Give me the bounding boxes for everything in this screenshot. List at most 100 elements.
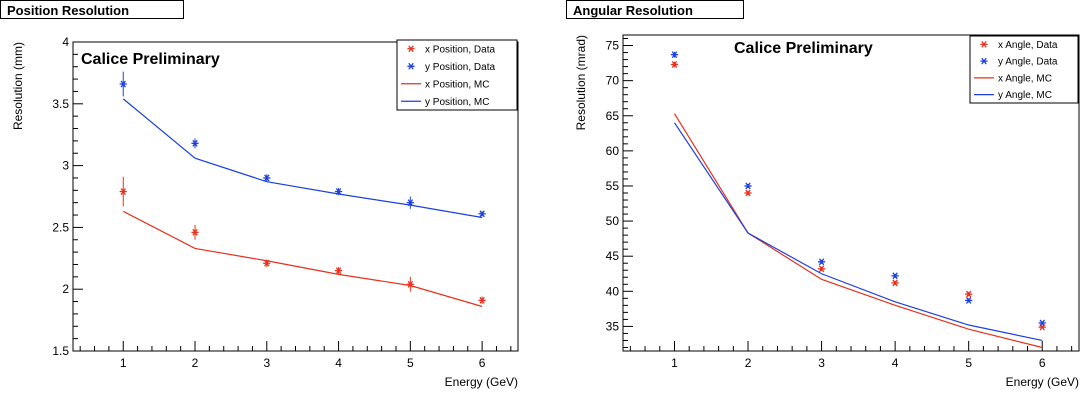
point-stroke — [407, 280, 414, 288]
data-series-0 — [670, 61, 1046, 331]
point-stroke — [408, 62, 414, 70]
y-tick-label: 55 — [606, 179, 620, 193]
y-tick-label: 3.5 — [52, 97, 69, 111]
point-stroke — [671, 51, 678, 59]
chart-title: Position Resolution — [0, 0, 184, 19]
point-stroke — [965, 297, 972, 304]
data-series-0 — [119, 176, 486, 305]
legend-entry: y Angle, Data — [998, 57, 1058, 68]
angular-resolution-panel: 35 40 45 50 55 60 65 70 75 1 2 3 4 5 6 Energy (GeV) Reso… — [558, 0, 1085, 394]
data-point — [670, 61, 679, 68]
x-tick-label: 2 — [745, 356, 752, 370]
x-tick-label: 2 — [192, 356, 199, 370]
data-point — [980, 57, 988, 65]
data-point — [817, 265, 826, 273]
data-point — [965, 297, 973, 304]
x-tick-label: 6 — [1039, 356, 1046, 370]
data-point — [407, 62, 415, 70]
data-series-1 — [119, 71, 486, 218]
data-point — [817, 258, 826, 266]
y-tick-label: 70 — [606, 74, 620, 88]
point-stroke — [981, 57, 987, 65]
legend-entry: y Angle, MC — [998, 90, 1052, 101]
y-axis-label: Resolution (mm) — [11, 42, 25, 130]
point-stroke — [745, 182, 751, 190]
legend-entry: y Position, MC — [425, 97, 489, 108]
data-point — [1038, 319, 1046, 327]
position-resolution-panel: 1.5 2 2.5 3 3.5 4 1 2 3 4 5 6 Energy (GeV) Resolution… — [0, 0, 535, 394]
y-axis-label: Resolution (mrad) — [574, 35, 588, 130]
data-point — [670, 51, 679, 59]
mc-curve-3 — [673, 122, 1043, 342]
x-tick-label: 3 — [818, 356, 825, 370]
y-tick-label: 35 — [606, 319, 620, 333]
data-point — [119, 80, 127, 88]
data-point — [891, 272, 899, 280]
point-stroke — [408, 45, 414, 53]
data-point — [263, 174, 271, 182]
point-stroke — [335, 267, 342, 275]
point-stroke — [965, 290, 972, 298]
mc-curve-3 — [122, 98, 483, 219]
point-stroke — [671, 61, 678, 68]
point-stroke — [745, 189, 751, 197]
data-point — [191, 228, 199, 236]
y-tick-label: 65 — [606, 109, 620, 123]
data-point — [334, 267, 343, 275]
point-stroke — [264, 174, 270, 182]
data-point — [407, 45, 415, 53]
data-point — [965, 290, 973, 298]
legend-entry: y Position, Data — [425, 62, 495, 73]
y-tick-label: 1.5 — [52, 344, 69, 358]
x-tick-label: 1 — [120, 356, 127, 370]
chart-annotation: Calice Preliminary — [734, 40, 873, 57]
y-tick-label: 50 — [606, 214, 620, 228]
y-tick-label: 2 — [62, 282, 69, 296]
data-point — [478, 210, 486, 218]
data-point — [119, 188, 127, 195]
legend-box — [396, 39, 518, 111]
y-tick-label: 45 — [606, 249, 620, 263]
data-point — [1038, 323, 1046, 331]
y-tick-label: 4 — [62, 35, 69, 49]
legend: x Position, Data y Position, Data x Positi… — [396, 39, 518, 111]
data-series-1 — [670, 51, 1046, 327]
point-stroke — [192, 139, 198, 147]
data-point — [478, 296, 486, 304]
legend: x Angle, Data y Angle, Data x Angle, MC y A… — [969, 35, 1079, 104]
legend-box — [969, 35, 1079, 104]
y-tick-label: 2.5 — [52, 220, 69, 234]
y-tick-label: 3 — [62, 159, 69, 173]
x-tick-label: 4 — [892, 356, 899, 370]
position-resolution-chart: 1.5 2 2.5 3 3.5 4 1 2 3 4 5 6 Energy (GeV) Resolution… — [11, 35, 519, 389]
point-stroke — [1039, 319, 1045, 327]
point-stroke — [192, 228, 198, 236]
x-tick-label: 5 — [407, 356, 414, 370]
data-point — [980, 40, 988, 48]
point-stroke — [818, 265, 825, 273]
legend-entry: x Angle, Data — [998, 40, 1058, 51]
point-stroke — [892, 272, 898, 280]
point-stroke — [479, 210, 485, 218]
data-point — [891, 279, 899, 287]
legend-entry: x Position, MC — [425, 79, 489, 90]
x-tick-label: 6 — [479, 356, 486, 370]
point-stroke — [120, 80, 126, 88]
point-stroke — [892, 279, 898, 287]
x-tick-label: 5 — [965, 356, 972, 370]
data-point — [744, 182, 752, 190]
y-tick-label: 40 — [606, 284, 620, 298]
point-stroke — [120, 188, 126, 195]
data-point — [744, 189, 752, 197]
chart-title: Angular Resolution — [566, 0, 744, 19]
data-point — [191, 139, 199, 147]
point-stroke — [479, 296, 485, 304]
x-axis-label: Energy (GeV) — [445, 375, 518, 389]
chart-annotation: Calice Preliminary — [81, 51, 220, 68]
x-tick-label: 1 — [671, 356, 678, 370]
x-tick-label: 4 — [335, 356, 342, 370]
x-tick-label: 3 — [263, 356, 270, 370]
legend-entry: x Angle, MC — [998, 73, 1052, 84]
x-axis-label: Energy (GeV) — [1006, 375, 1079, 389]
